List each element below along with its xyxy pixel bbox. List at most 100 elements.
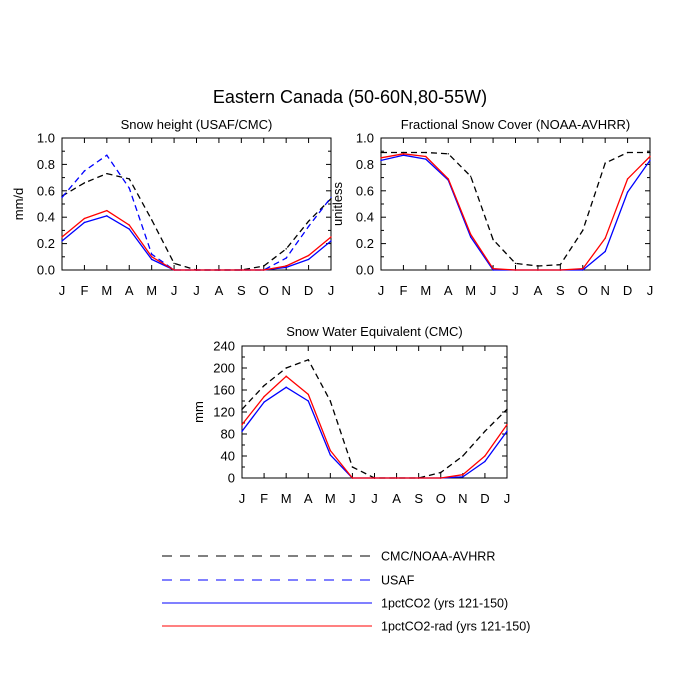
legend-label: 1pctCO2 (yrs 121-150) xyxy=(381,597,508,611)
data-point xyxy=(537,265,539,267)
data-point xyxy=(447,153,449,155)
data-point xyxy=(285,257,287,259)
y-tick-label: 0 xyxy=(228,471,235,486)
data-point xyxy=(649,159,651,162)
data-point xyxy=(373,477,376,479)
data-point xyxy=(307,225,310,228)
data-point xyxy=(128,228,130,230)
data-point xyxy=(307,258,310,261)
data-point xyxy=(559,269,562,271)
series-2 xyxy=(380,153,651,271)
data-point xyxy=(380,151,382,154)
data-point xyxy=(263,384,265,387)
x-tick-label: A xyxy=(392,491,401,506)
series-line xyxy=(381,151,650,267)
data-point xyxy=(626,151,629,154)
y-tick-label: 40 xyxy=(221,449,235,464)
data-point xyxy=(307,393,309,396)
data-point xyxy=(263,265,265,267)
x-tick-label: D xyxy=(623,283,632,298)
y-axis-label: mm/d xyxy=(11,188,26,221)
y-tick-label: 240 xyxy=(213,339,235,354)
chart-panel-3: Snow Water Equivalent (CMC) 0 40 80 120 160 20… xyxy=(191,324,510,506)
chart-title: Fractional Snow Cover (NOAA-AVHRR) xyxy=(401,117,630,132)
x-tick-label: J xyxy=(378,283,385,298)
data-point xyxy=(150,253,153,255)
data-point xyxy=(447,178,449,180)
data-point xyxy=(285,265,287,267)
data-point xyxy=(240,269,243,271)
data-point xyxy=(218,269,220,271)
y-tick-label: 0.6 xyxy=(37,183,55,198)
data-point xyxy=(559,264,562,266)
data-point xyxy=(537,269,539,271)
y-tick-label: 0.0 xyxy=(37,263,55,278)
series-1 xyxy=(380,154,651,271)
data-point xyxy=(351,477,354,479)
series-line xyxy=(380,153,651,271)
legend: CMC/NOAA-AVHRR USAF 1pctCO2 (yrs 121-150) 1… xyxy=(162,550,530,634)
data-point xyxy=(514,262,517,265)
data-point xyxy=(462,455,464,457)
data-point xyxy=(330,196,332,199)
chart-panel-1: Snow height (USAF/CMC) 0.0 0.2 0.4 0.6 0.8 1.0… xyxy=(11,117,334,298)
data-point xyxy=(506,408,508,410)
data-point xyxy=(173,262,175,265)
x-tick-label: J xyxy=(647,283,654,298)
data-point xyxy=(330,240,332,242)
x-tick-label: S xyxy=(237,283,246,298)
data-point xyxy=(425,158,427,160)
data-point xyxy=(425,151,427,154)
chart-title: Snow Water Equivalent (CMC) xyxy=(286,324,463,339)
data-point xyxy=(649,151,651,154)
data-point xyxy=(106,172,108,175)
data-point xyxy=(329,454,332,456)
x-tick-label: J xyxy=(171,283,178,298)
data-point xyxy=(330,198,332,200)
x-tick-label: F xyxy=(260,491,268,506)
data-point xyxy=(285,375,287,377)
data-point xyxy=(492,238,494,241)
x-tick-label: J xyxy=(490,283,497,298)
series-line xyxy=(380,154,651,271)
data-point xyxy=(649,155,651,158)
series-0 xyxy=(61,172,332,271)
data-point xyxy=(285,367,287,369)
y-axis-label: unitless xyxy=(330,181,345,226)
series-line xyxy=(241,359,508,479)
data-point xyxy=(83,182,86,184)
y-tick-label: 1.0 xyxy=(356,131,374,146)
x-tick-label: M xyxy=(465,283,476,298)
x-tick-label: J xyxy=(59,283,66,298)
data-point xyxy=(395,477,398,479)
data-point xyxy=(469,236,472,238)
data-point xyxy=(469,233,472,236)
y-tick-label: 0.4 xyxy=(37,210,55,225)
x-tick-label: A xyxy=(444,283,453,298)
data-point xyxy=(195,269,198,271)
series-line xyxy=(241,386,508,479)
data-point xyxy=(484,460,486,463)
legend-item: 1pctCO2-rad (yrs 121-150) xyxy=(162,620,530,634)
x-tick-label: O xyxy=(436,491,446,506)
data-point xyxy=(462,474,464,476)
data-point xyxy=(425,155,427,158)
data-point xyxy=(61,236,63,238)
x-tick-label: J xyxy=(328,283,335,298)
y-tick-label: 0.4 xyxy=(356,210,374,225)
x-tick-label: D xyxy=(480,491,489,506)
data-point xyxy=(128,224,130,226)
data-point xyxy=(440,471,442,474)
data-point xyxy=(402,151,405,154)
data-point xyxy=(241,430,243,432)
data-point xyxy=(506,430,508,432)
data-point xyxy=(150,219,153,221)
y-tick-label: 120 xyxy=(213,405,235,420)
legend-label: USAF xyxy=(381,574,415,588)
x-tick-label: F xyxy=(80,283,88,298)
figure-title: Eastern Canada (50-60N,80-55W) xyxy=(213,87,487,107)
series-line xyxy=(61,209,332,271)
x-tick-label: A xyxy=(304,491,313,506)
data-point xyxy=(150,256,153,258)
